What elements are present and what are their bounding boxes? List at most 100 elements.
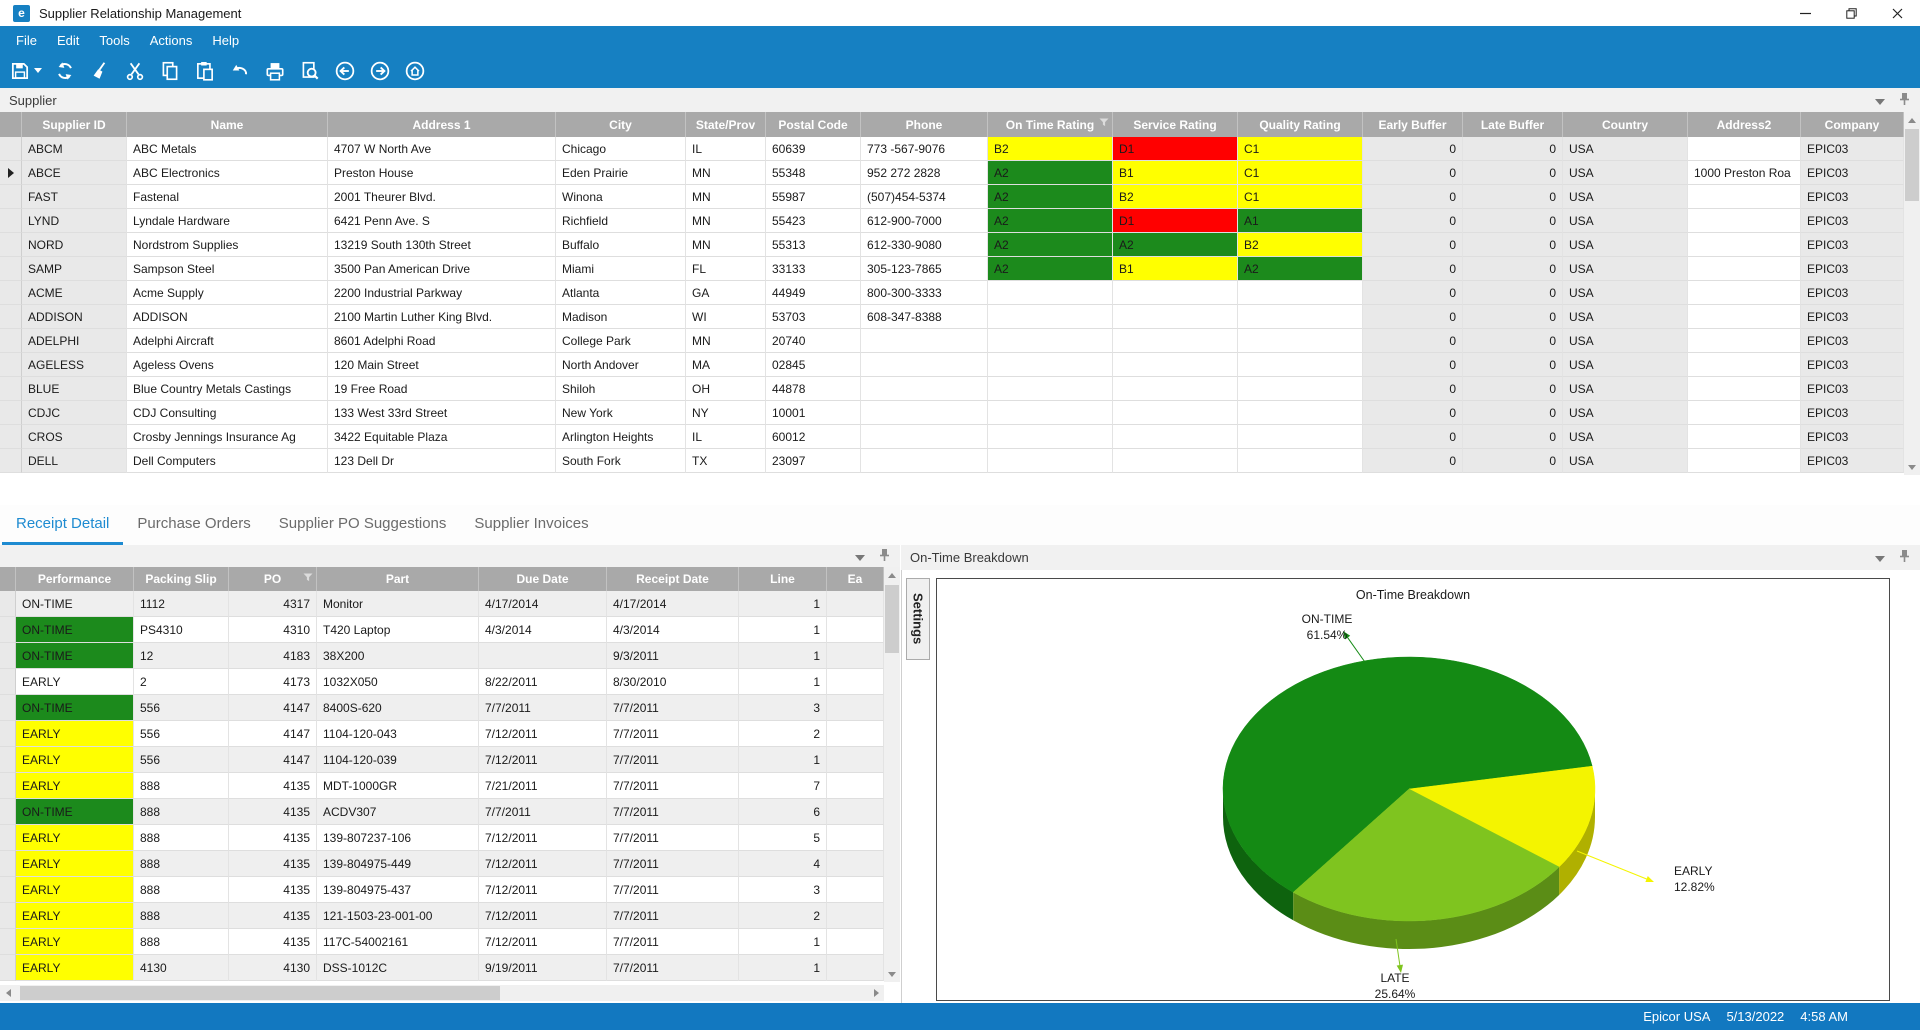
collapse-chevron-icon[interactable] xyxy=(1875,93,1885,108)
grid-cell[interactable] xyxy=(1688,137,1801,161)
grid-cell[interactable]: D1 xyxy=(1113,137,1238,161)
grid-cell[interactable]: EPIC03 xyxy=(1801,329,1904,353)
menu-edit[interactable]: Edit xyxy=(56,32,80,48)
grid-cell[interactable]: 4135 xyxy=(229,851,317,877)
grid-cell[interactable]: Nordstrom Supplies xyxy=(127,233,328,257)
grid-cell[interactable]: EARLY xyxy=(16,721,134,747)
row-selector[interactable] xyxy=(0,185,22,209)
grid-cell[interactable] xyxy=(827,877,884,903)
grid-cell[interactable]: EARLY xyxy=(16,773,134,799)
grid-cell[interactable]: 7/7/2011 xyxy=(607,747,739,773)
column-header-city[interactable]: City xyxy=(556,112,686,137)
grid-cell[interactable]: 0 xyxy=(1363,377,1463,401)
grid-cell[interactable]: EARLY xyxy=(16,825,134,851)
column-header-ea[interactable]: Ea xyxy=(827,567,884,591)
column-header-phone[interactable]: Phone xyxy=(861,112,988,137)
grid-cell[interactable] xyxy=(0,929,16,955)
grid-cell[interactable]: ON-TIME xyxy=(16,591,134,617)
grid-cell[interactable]: B2 xyxy=(1238,233,1363,257)
column-header-selector[interactable] xyxy=(0,112,22,137)
column-header-quality-rating[interactable]: Quality Rating xyxy=(1238,112,1363,137)
grid-cell[interactable]: 4135 xyxy=(229,877,317,903)
grid-cell[interactable]: MN xyxy=(686,161,766,185)
grid-cell[interactable]: T420 Laptop xyxy=(317,617,479,643)
grid-cell[interactable]: 4147 xyxy=(229,721,317,747)
grid-cell[interactable] xyxy=(861,401,988,425)
grid-cell[interactable] xyxy=(0,773,16,799)
grid-cell[interactable]: A2 xyxy=(988,233,1113,257)
grid-cell[interactable]: B2 xyxy=(988,137,1113,161)
grid-cell[interactable]: ABC Metals xyxy=(127,137,328,161)
grid-cell[interactable]: 55987 xyxy=(766,185,861,209)
grid-cell[interactable]: 0 xyxy=(1463,161,1563,185)
receipt-row[interactable]: EARLY 888 4135 139-804975-437 7/12/2011 7/7/2… xyxy=(0,877,884,903)
grid-cell[interactable]: 4 xyxy=(739,851,827,877)
grid-cell[interactable] xyxy=(1113,425,1238,449)
grid-cell[interactable]: 612-330-9080 xyxy=(861,233,988,257)
grid-cell[interactable]: 0 xyxy=(1363,425,1463,449)
grid-cell[interactable]: Buffalo xyxy=(556,233,686,257)
grid-cell[interactable] xyxy=(827,955,884,981)
tab-supplier-invoices[interactable]: Supplier Invoices xyxy=(474,515,589,532)
grid-cell[interactable]: 4/3/2014 xyxy=(607,617,739,643)
grid-cell[interactable]: ABCM xyxy=(22,137,127,161)
scroll-down-icon[interactable] xyxy=(1904,459,1920,475)
row-selector[interactable] xyxy=(0,233,22,257)
grid-cell[interactable]: Atlanta xyxy=(556,281,686,305)
grid-cell[interactable]: 0 xyxy=(1463,281,1563,305)
grid-cell[interactable]: 7/12/2011 xyxy=(479,825,607,851)
grid-cell[interactable] xyxy=(1238,401,1363,425)
grid-cell[interactable] xyxy=(479,643,607,669)
grid-cell[interactable]: 4135 xyxy=(229,799,317,825)
grid-cell[interactable]: A2 xyxy=(1113,233,1238,257)
close-icon[interactable] xyxy=(1874,0,1920,26)
grid-cell[interactable]: 888 xyxy=(134,799,229,825)
grid-cell[interactable]: AGELESS xyxy=(22,353,127,377)
grid-cell[interactable]: Preston House xyxy=(328,161,556,185)
grid-cell[interactable] xyxy=(827,591,884,617)
grid-cell[interactable]: 120 Main Street xyxy=(328,353,556,377)
grid-cell[interactable]: 952 272 2828 xyxy=(861,161,988,185)
row-selector[interactable] xyxy=(0,305,22,329)
grid-cell[interactable]: 3 xyxy=(739,695,827,721)
grid-cell[interactable]: EPIC03 xyxy=(1801,137,1904,161)
grid-cell[interactable]: EPIC03 xyxy=(1801,185,1904,209)
grid-cell[interactable] xyxy=(0,799,16,825)
grid-cell[interactable]: 23097 xyxy=(766,449,861,473)
grid-cell[interactable]: 7/7/2011 xyxy=(607,695,739,721)
column-header-part[interactable]: Part xyxy=(317,567,479,591)
grid-cell[interactable] xyxy=(1238,449,1363,473)
grid-cell[interactable]: Sampson Steel xyxy=(127,257,328,281)
grid-cell[interactable]: 7/12/2011 xyxy=(479,721,607,747)
grid-cell[interactable]: 6 xyxy=(739,799,827,825)
grid-cell[interactable]: USA xyxy=(1563,353,1688,377)
grid-cell[interactable]: 13219 South 130th Street xyxy=(328,233,556,257)
grid-cell[interactable]: 0 xyxy=(1363,401,1463,425)
grid-cell[interactable] xyxy=(1688,305,1801,329)
grid-cell[interactable]: PS4310 xyxy=(134,617,229,643)
grid-cell[interactable]: CROS xyxy=(22,425,127,449)
grid-cell[interactable]: 0 xyxy=(1463,329,1563,353)
grid-cell[interactable] xyxy=(0,903,16,929)
grid-cell[interactable]: EPIC03 xyxy=(1801,161,1904,185)
grid-cell[interactable]: 38X200 xyxy=(317,643,479,669)
grid-cell[interactable]: ABCE xyxy=(22,161,127,185)
grid-cell[interactable]: 305-123-7865 xyxy=(861,257,988,281)
column-header-receipt-date[interactable]: Receipt Date xyxy=(607,567,739,591)
grid-cell[interactable] xyxy=(827,851,884,877)
pin-icon[interactable] xyxy=(1899,549,1910,566)
grid-cell[interactable]: USA xyxy=(1563,185,1688,209)
grid-cell[interactable]: 556 xyxy=(134,721,229,747)
grid-cell[interactable]: 7/7/2011 xyxy=(607,929,739,955)
row-selector[interactable] xyxy=(0,281,22,305)
grid-cell[interactable]: ON-TIME xyxy=(16,799,134,825)
supplier-vscrollbar[interactable] xyxy=(1904,112,1920,475)
grid-cell[interactable]: Monitor xyxy=(317,591,479,617)
receipt-row[interactable]: ON-TIME 556 4147 8400S-620 7/7/2011 7/7/2011 3 xyxy=(0,695,884,721)
grid-cell[interactable]: 0 xyxy=(1363,353,1463,377)
grid-cell[interactable]: A2 xyxy=(1238,257,1363,281)
column-header-postal-code[interactable]: Postal Code xyxy=(766,112,861,137)
grid-cell[interactable]: 0 xyxy=(1463,137,1563,161)
grid-cell[interactable]: ON-TIME xyxy=(16,617,134,643)
grid-cell[interactable]: 0 xyxy=(1363,449,1463,473)
